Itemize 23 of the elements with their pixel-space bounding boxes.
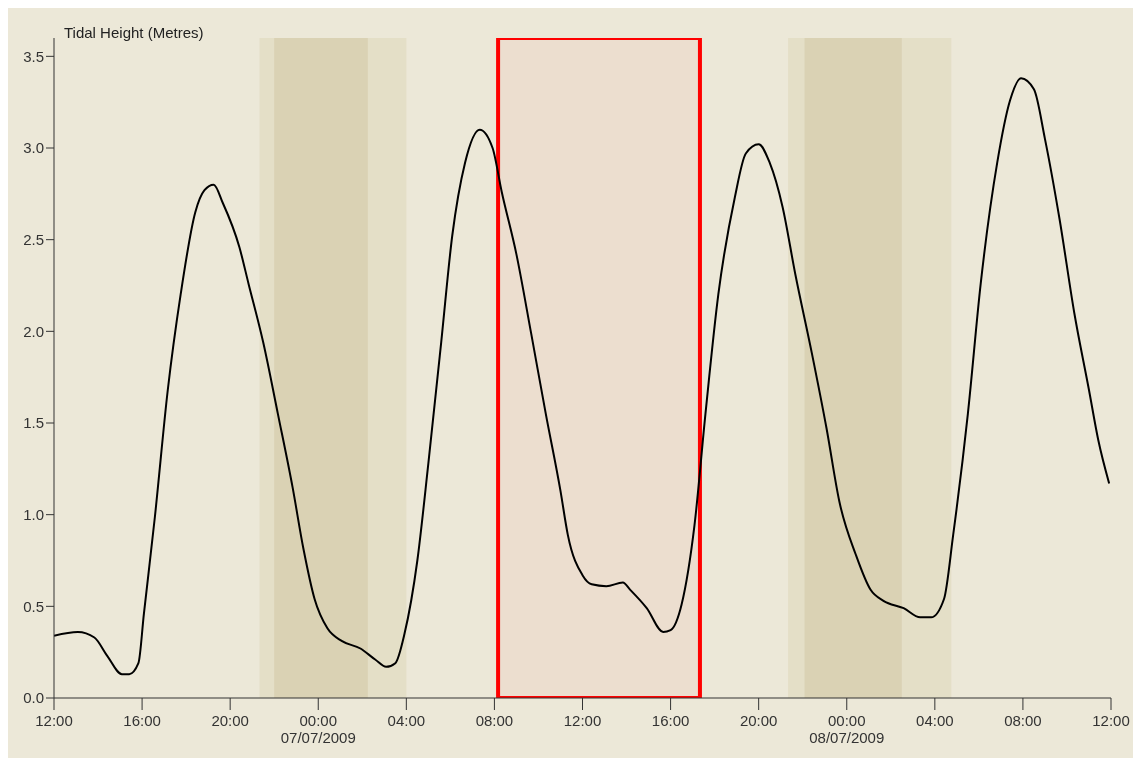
- x-tick-label: 08:00: [1004, 712, 1042, 729]
- x-tick-label: 12:00: [35, 712, 73, 729]
- y-tick-label: 2.5: [23, 230, 44, 248]
- line-series: [54, 77, 1111, 676]
- y-tick-label: 2.0: [23, 322, 44, 340]
- y-axis-title: Tidal Height (Metres): [64, 24, 204, 41]
- x-tick-label: 00:00 07/07/2009: [280, 712, 356, 746]
- y-tick-label: 1.5: [23, 414, 44, 432]
- y-tick-label: 3.5: [23, 47, 44, 65]
- x-tick-label: 08:00: [475, 712, 514, 729]
- y-tick-label: 3.0: [23, 139, 44, 157]
- x-tick-label: 12:00: [1092, 712, 1130, 729]
- x-tick-label: 16:00: [123, 712, 161, 729]
- x-tick-label: 12:00: [563, 712, 602, 729]
- x-tick-label: 16:00: [651, 712, 690, 729]
- x-tick-label: 04:00: [387, 712, 426, 729]
- x-tick-label: 20:00: [211, 712, 249, 729]
- y-tick-label: 1.0: [23, 505, 44, 523]
- x-tick-label: 04:00: [916, 712, 954, 729]
- y-tick-label: 0.5: [23, 597, 44, 615]
- y-tick-label: 0.0: [23, 689, 44, 707]
- x-tick-label: 20:00: [739, 712, 778, 729]
- x-tick-label: 00:00 08/07/2009: [809, 712, 885, 746]
